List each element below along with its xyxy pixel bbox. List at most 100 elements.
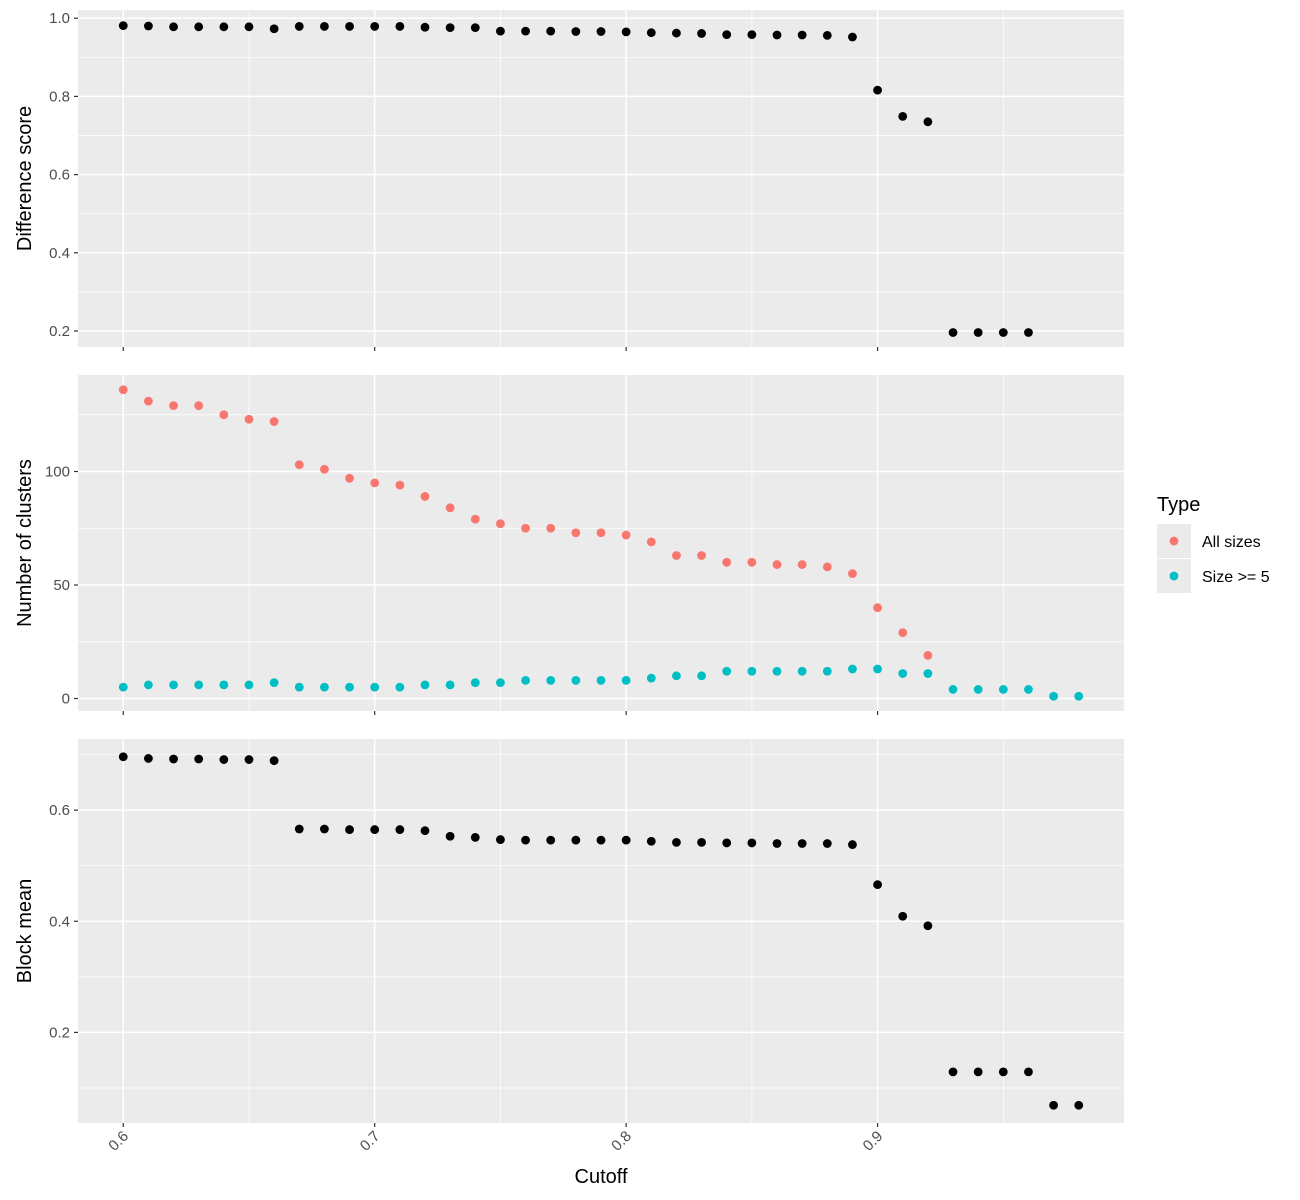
y-tick-label: 0.8 [49,88,70,105]
data-point [169,22,178,32]
data-point [345,473,354,483]
data-point [1074,1100,1084,1110]
data-point [898,628,908,638]
data-point [848,32,857,42]
data-point [973,685,983,694]
data-point [848,569,857,579]
data-point [772,666,782,676]
data-point [345,22,354,31]
data-point [797,560,807,569]
data-point [546,26,556,36]
data-point [822,562,832,572]
data-point [923,669,933,678]
data-point [747,557,757,567]
data-point [219,22,229,32]
data-point [998,1067,1008,1077]
data-point [521,523,530,533]
data-point [219,680,229,690]
data-point [722,838,732,848]
data-point [772,560,782,569]
data-point [772,839,782,848]
data-point [822,31,832,40]
data-point [496,835,505,844]
data-point [395,22,405,31]
data-point [797,839,807,848]
data-point [571,835,581,845]
data-point [269,678,279,688]
data-point [395,682,405,692]
data-point [697,29,706,38]
data-point [621,675,631,685]
data-point [621,27,631,37]
y-tick-label: 0.4 [49,913,70,930]
data-point [420,826,430,836]
panel-number-of-clusters: 0 50 100 Number of clusters [14,375,1124,715]
data-point [646,673,656,683]
y-tick-label: 0 [62,691,70,708]
data-point [370,22,380,31]
data-point [194,22,204,32]
panel-background [78,375,1124,711]
data-point [370,478,380,488]
data-point [244,22,254,32]
data-point [747,666,757,676]
data-point [948,685,958,694]
data-point [470,678,480,688]
data-point [747,838,757,848]
data-point [873,85,882,95]
x-tick-label: 0.8 [608,1128,635,1155]
y-axis-title: Block mean [14,879,36,984]
data-point [445,831,455,841]
data-point [219,410,229,420]
data-point [873,880,882,889]
data-point [470,832,480,842]
data-point [521,675,530,685]
data-point [672,28,681,38]
data-point [973,328,983,337]
data-point [496,26,505,36]
y-tick-label: 1.0 [49,10,70,27]
x-tick-label: 0.6 [105,1128,132,1155]
y-tick-label: 0.2 [49,1024,70,1041]
series-size-ge-5 [118,664,1084,701]
data-point [395,825,405,834]
data-point [294,460,304,470]
data-point [445,680,455,690]
data-point [1024,328,1033,337]
data-point [244,414,254,424]
data-point [269,24,279,34]
data-point [320,824,329,834]
data-point [194,401,204,411]
data-point [294,824,304,834]
data-point [571,528,581,538]
y-tick-label: 50 [53,577,70,594]
y-tick-label: 0.4 [49,245,70,262]
data-point [923,650,933,660]
panel-difference-score: 0.2 0.4 0.6 0.8 1.0 Difference score [14,10,1124,351]
data-point [672,837,681,847]
data-point [747,30,757,40]
y-tick-label: 0.6 [49,167,70,184]
data-point [194,754,204,764]
data-point [898,111,908,121]
data-point [470,514,480,524]
data-point [445,23,455,32]
data-point [998,685,1008,694]
data-point [948,328,958,337]
data-point [420,492,430,501]
data-point [848,664,857,674]
data-point [697,671,706,681]
data-point [621,530,631,540]
data-point [646,537,656,547]
data-point [797,666,807,676]
data-point [873,603,882,613]
data-point [1024,1067,1033,1077]
panel-background [78,739,1124,1123]
data-point [144,754,153,763]
data-point [370,825,380,834]
y-axis-title: Difference score [14,106,36,251]
data-point [445,503,455,513]
data-point [772,30,782,40]
data-point [873,664,882,674]
data-point [496,678,505,688]
